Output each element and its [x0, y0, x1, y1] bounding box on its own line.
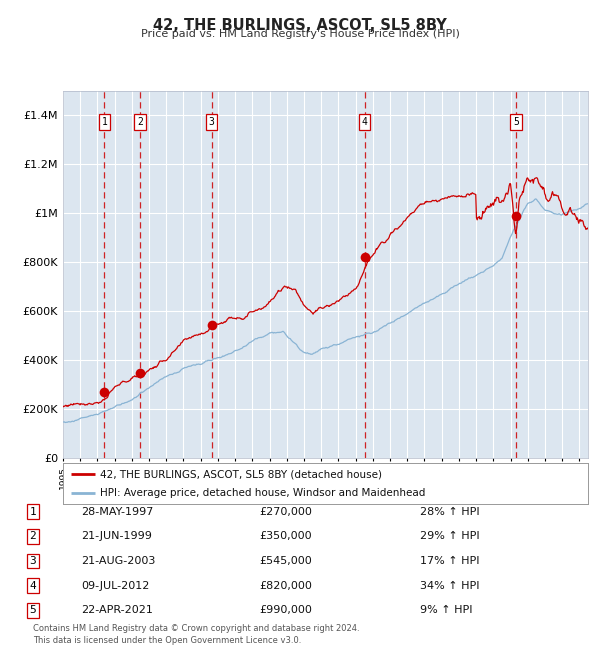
Text: 28% ↑ HPI: 28% ↑ HPI	[420, 506, 479, 517]
Text: 3: 3	[29, 556, 37, 566]
Text: £990,000: £990,000	[259, 605, 312, 616]
Text: 21-JUN-1999: 21-JUN-1999	[81, 531, 152, 541]
Text: 2: 2	[137, 117, 143, 127]
Text: 28-MAY-1997: 28-MAY-1997	[81, 506, 154, 517]
Text: Contains HM Land Registry data © Crown copyright and database right 2024.
This d: Contains HM Land Registry data © Crown c…	[33, 624, 359, 645]
Text: 9% ↑ HPI: 9% ↑ HPI	[420, 605, 473, 616]
Text: 42, THE BURLINGS, ASCOT, SL5 8BY (detached house): 42, THE BURLINGS, ASCOT, SL5 8BY (detach…	[100, 469, 382, 479]
Text: 22-APR-2021: 22-APR-2021	[81, 605, 153, 616]
Text: Price paid vs. HM Land Registry's House Price Index (HPI): Price paid vs. HM Land Registry's House …	[140, 29, 460, 39]
Text: 29% ↑ HPI: 29% ↑ HPI	[420, 531, 479, 541]
Text: 3: 3	[209, 117, 215, 127]
Text: 42, THE BURLINGS, ASCOT, SL5 8BY: 42, THE BURLINGS, ASCOT, SL5 8BY	[153, 18, 447, 33]
Text: 21-AUG-2003: 21-AUG-2003	[81, 556, 155, 566]
Text: £270,000: £270,000	[259, 506, 312, 517]
Text: £820,000: £820,000	[259, 580, 312, 591]
Text: 2: 2	[29, 531, 37, 541]
Text: 4: 4	[362, 117, 368, 127]
Text: £545,000: £545,000	[259, 556, 312, 566]
Text: 17% ↑ HPI: 17% ↑ HPI	[420, 556, 479, 566]
Text: 5: 5	[29, 605, 37, 616]
Text: 34% ↑ HPI: 34% ↑ HPI	[420, 580, 479, 591]
Text: 09-JUL-2012: 09-JUL-2012	[81, 580, 149, 591]
Text: HPI: Average price, detached house, Windsor and Maidenhead: HPI: Average price, detached house, Wind…	[100, 488, 425, 498]
Text: 5: 5	[513, 117, 519, 127]
Text: 4: 4	[29, 580, 37, 591]
Text: 1: 1	[29, 506, 37, 517]
Text: £350,000: £350,000	[259, 531, 312, 541]
Text: 1: 1	[101, 117, 107, 127]
